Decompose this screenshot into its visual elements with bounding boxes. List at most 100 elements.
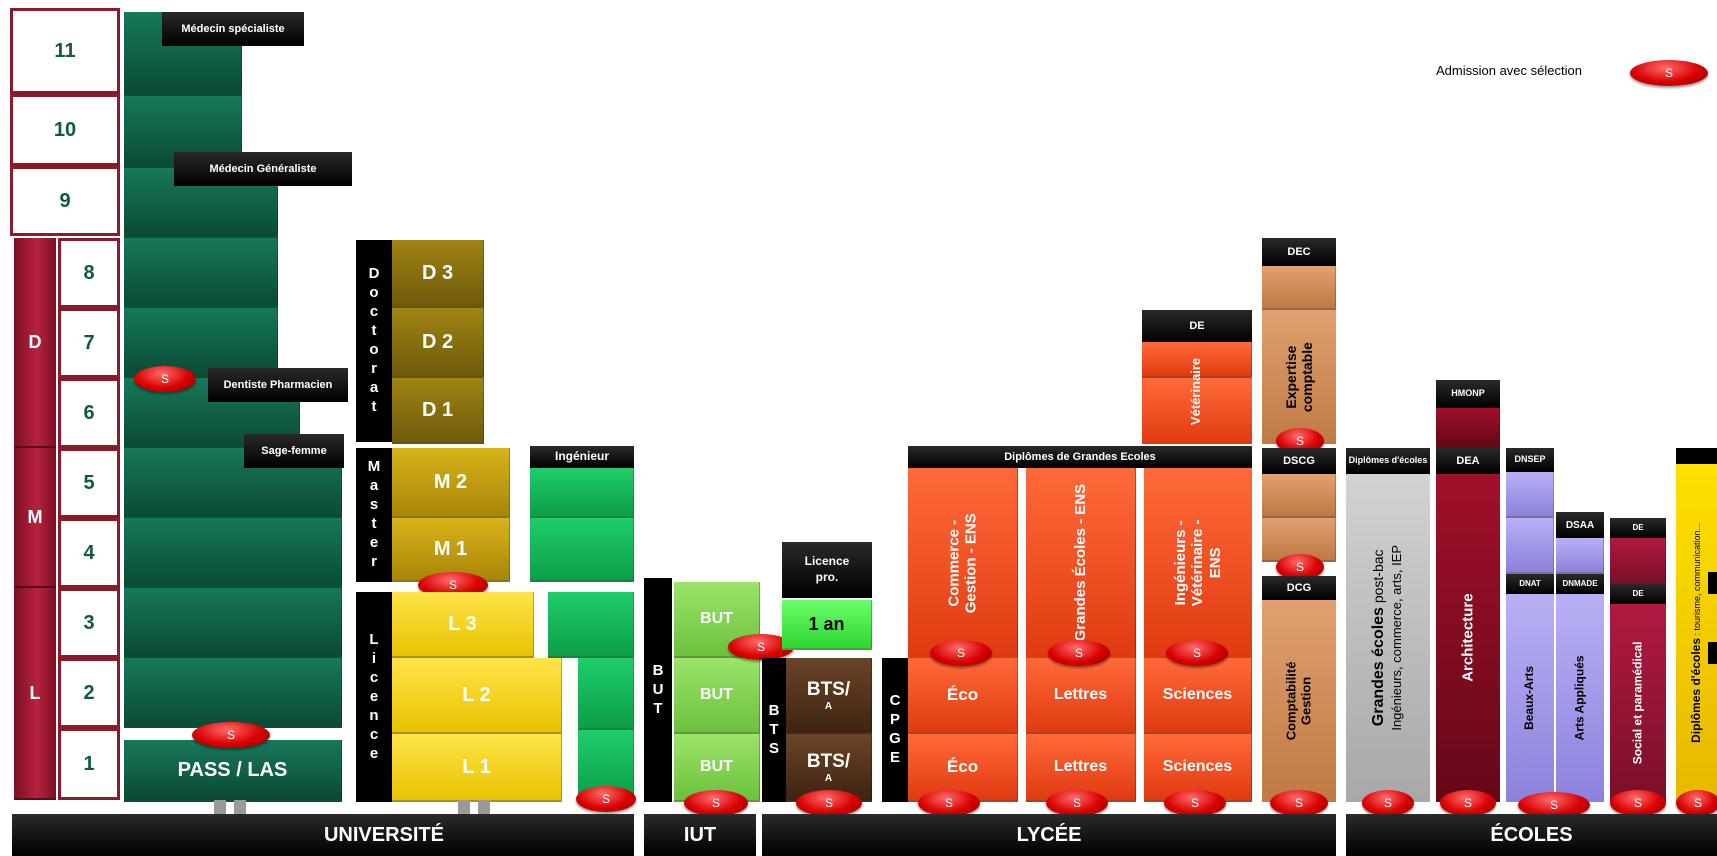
diplomes-ecoles-header [1676,448,1717,464]
selection-badge-arts: S [1518,792,1590,818]
beaux-arts-block: Beaux-Arts [1506,594,1554,802]
commerce-gestion-block: Commerce - Gestion - ENS [908,468,1018,658]
medecin-generaliste-label: Médecin Généraliste [174,152,352,186]
un-an-block: 1 an [782,600,872,650]
iut-bar: IUT [644,814,756,856]
dnmade-label: DNMADE [1556,574,1604,594]
pass-las-block: PASS / LAS [124,740,342,802]
hmonp-label: HMONP [1436,380,1500,408]
dsaa-label: DSAA [1556,512,1604,538]
but1-block: BUT [674,734,760,802]
selection-badge-pass: S [192,722,270,748]
selection-badge-comptabilite: S [1270,790,1328,816]
ingenieur-block-4 [530,518,634,582]
bts2-block: BTS/A [786,658,872,734]
eco2-block: Éco [908,658,1018,734]
lmd-doctorat: D [14,238,56,448]
selection-badge-ingenieur: S [576,786,636,812]
architecture-block: Architecture [1436,474,1500,802]
but2-block: BUT [674,658,760,734]
selection-badge-sciences: S [1166,640,1228,666]
m1-block: M 1 [392,518,510,582]
veterinaire-block-7 [1142,342,1252,378]
arts-appliques-block: Arts Appliqués [1556,594,1604,802]
selection-badge-but: S [684,790,748,816]
year-11: 11 [10,8,120,94]
selection-badge-social: S [1610,790,1666,816]
year-10: 10 [10,94,120,166]
connector-square [458,800,470,814]
doctorat-label: Doctorat [356,240,392,442]
ingenieur-block-2 [578,658,634,730]
dscg-label: DSCG [1262,448,1336,474]
dnsep-block-4 [1506,518,1554,574]
med-block-3 [124,588,342,658]
med-block-8 [124,238,278,308]
expertise-comptable-block: Expertise comptable [1262,310,1336,444]
med-block-4 [124,518,342,588]
hmonp-block [1436,408,1500,448]
connector-square [214,800,226,814]
l2-block: L 2 [392,658,562,734]
dnsep-block-5 [1506,472,1554,518]
dscg-block-5 [1262,474,1336,518]
med-block-2 [124,658,342,728]
year-9: 9 [10,166,120,236]
but-label: BUT [644,578,672,802]
year-3: 3 [58,588,120,658]
selection-badge-eco: S [918,790,980,816]
licence-pro-label: Licence pro. [782,542,872,598]
dec-block-8 [1262,266,1336,310]
ingenieurs-veterinaire-block: Ingénieurs - Vétérinaire - ENS [1144,468,1252,658]
dec-label: DEC [1262,238,1336,266]
legend-text: Admission avec sélection [1436,63,1582,78]
grandes-ecoles-block: Grandes Écoles - ENS [1026,468,1136,658]
selection-badge-lettres-bottom: S [1046,790,1108,816]
black-tab [1708,572,1717,594]
sage-femme-label: Sage-femme [244,434,344,468]
de-top-label: DE [1610,518,1666,538]
de-veterinaire-label: DE [1142,310,1252,342]
dnsep-label: DNSEP [1506,448,1554,472]
lmd-master: M [14,448,56,588]
bts1-block: BTS/A [786,734,872,802]
m2-block: M 2 [392,448,510,518]
selection-badge-lettres: S [1048,640,1110,666]
lmd-licence: L [14,588,56,800]
selection-badge-bts: S [796,790,862,816]
year-6: 6 [58,378,120,448]
dsaa-block [1556,538,1604,574]
diplomes-ecoles-label: Diplômes d'écoles [1346,448,1430,474]
ingenieur-block-3 [548,592,634,658]
selection-badge-sciences-bottom: S [1164,790,1226,816]
medecin-specialiste-label: Médecin spécialiste [162,12,304,46]
de-mid-label: DE [1610,584,1666,604]
selection-badge-dentiste: S [134,366,196,392]
l1-block: L 1 [392,734,562,802]
d3-block: D 3 [392,240,484,308]
selection-badge-commerce: S [930,640,992,666]
veterinaire-block: Vétérinaire [1142,357,1252,444]
master-label: Master [356,448,392,582]
licence-label: Licence [356,592,392,802]
d2-block: D 2 [392,308,484,378]
social-paramedical-block: Social et paramédical [1610,604,1666,802]
ecoles-bar: ÉCOLES [1346,814,1717,856]
ingenieur-label: Ingénieur [530,446,634,468]
selection-badge-dcg: S [1276,554,1324,580]
comptabilite-gestion-block: Comptabilité Gestion [1262,600,1336,802]
grandes-ecoles-post-bac-block: Grandes écoles post-bac Ingénieurs, comme… [1346,474,1430,802]
bts-label: BTS [762,658,786,802]
l3-block: L 3 [392,592,534,658]
de-block [1610,538,1666,584]
d1-block: D 1 [392,378,484,444]
legend-badge: S [1630,60,1708,86]
dea-label: DEA [1436,448,1500,474]
connector-square [478,800,490,814]
selection-badge-architecture: S [1440,790,1496,816]
sciences2-block: Sciences [1144,658,1252,734]
lycee-bar: LYCÉE [762,814,1336,856]
black-tab [1708,642,1717,664]
dnat-label: DNAT [1506,574,1554,594]
cpge-label: CPGE [882,658,908,802]
